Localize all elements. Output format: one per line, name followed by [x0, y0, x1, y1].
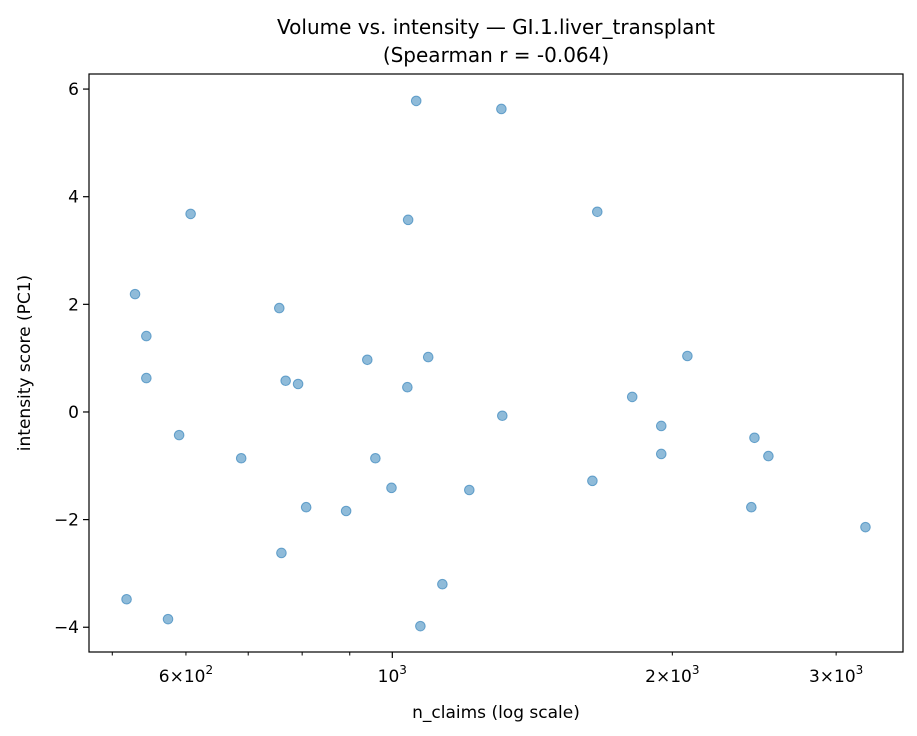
data-point	[276, 547, 287, 559]
data-point	[402, 214, 414, 226]
data-point	[402, 381, 413, 393]
data-point	[173, 429, 185, 441]
data-point	[655, 420, 667, 432]
data-point	[860, 521, 871, 533]
data-point	[280, 375, 291, 387]
y-tick-label: 6	[68, 80, 79, 100]
data-point	[746, 501, 757, 513]
data-point	[464, 484, 475, 496]
data-point	[626, 391, 638, 403]
data-point	[141, 330, 152, 342]
data-point	[185, 208, 196, 220]
data-point	[763, 450, 774, 462]
x-tick-label: 103	[378, 663, 407, 687]
plot-frame	[88, 73, 904, 653]
data-point	[682, 350, 693, 362]
data-point	[410, 95, 422, 107]
data-point	[422, 351, 434, 363]
y-tick-label: 2	[68, 295, 79, 315]
data-point	[121, 593, 132, 605]
y-axis-label: intensity score (PC1)	[15, 275, 35, 451]
data-point	[340, 505, 352, 517]
data-point	[292, 378, 304, 390]
data-point	[749, 432, 760, 444]
data-point	[362, 354, 373, 366]
data-point	[235, 452, 247, 464]
data-point	[415, 620, 426, 632]
x-tick-label: 6×102	[159, 663, 213, 687]
x-tick-label: 3×103	[809, 663, 863, 687]
y-tick-label: 4	[68, 188, 79, 208]
data-point	[129, 288, 141, 300]
chart-subtitle: (Spearman r = -0.064)	[383, 43, 609, 67]
y-tick-label: −2	[54, 511, 79, 531]
y-tick-label: −4	[54, 618, 79, 638]
x-tick-label: 2×103	[645, 663, 699, 687]
data-point	[141, 372, 152, 384]
data-point	[437, 578, 448, 590]
chart-title: Volume vs. intensity — GI.1.liver_transp…	[277, 15, 715, 39]
x-axis-label: n_claims (log scale)	[412, 703, 580, 723]
data-point	[300, 501, 312, 513]
data-point	[497, 410, 508, 422]
data-point	[386, 482, 397, 494]
data-point	[370, 452, 381, 464]
data-point	[274, 302, 285, 314]
data-point	[655, 448, 667, 460]
data-point	[496, 103, 507, 115]
data-point	[587, 475, 598, 487]
data-point	[162, 613, 174, 625]
y-tick-label: 0	[68, 403, 79, 423]
data-point	[591, 206, 603, 218]
